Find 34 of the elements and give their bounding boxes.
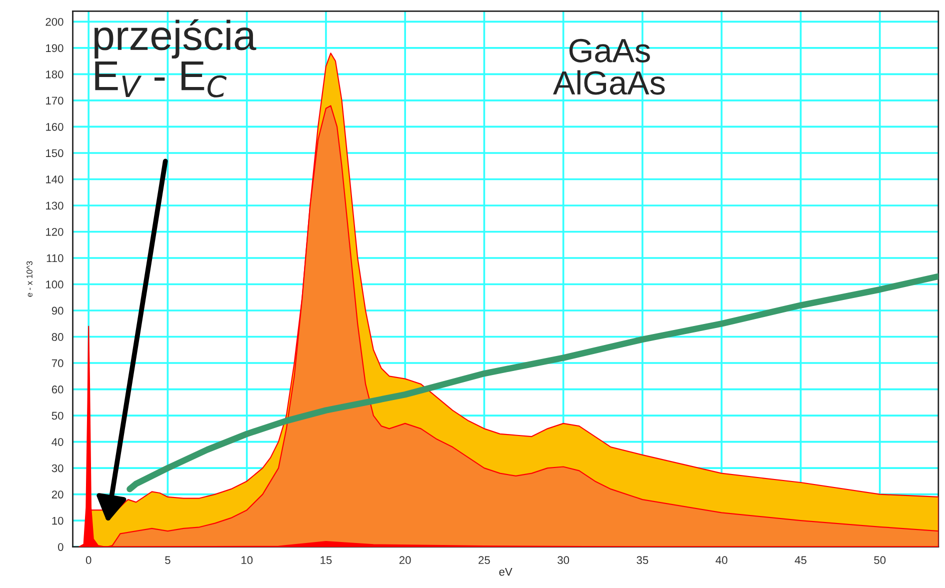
x-tick-label: 15 (320, 556, 332, 564)
y-tick-label: 80 (52, 333, 64, 341)
y-tick-label: 170 (46, 96, 64, 105)
y-tick-label: 0 (58, 543, 64, 551)
y-tick-label: 30 (52, 464, 64, 472)
y-tick-label: 190 (46, 44, 64, 52)
y-tick-label: 20 (52, 490, 64, 498)
y-tick-label: 120 (46, 228, 64, 236)
y-tick-label: 70 (52, 359, 64, 368)
y-tick-label: 100 (46, 280, 64, 288)
y-tick-label: 110 (46, 254, 64, 262)
x-tick-label: 25 (478, 556, 490, 564)
y-tick-label: 140 (46, 175, 64, 184)
y-tick-label: 160 (46, 122, 64, 131)
x-tick-label: 45 (794, 556, 806, 564)
y-tick-label: 60 (52, 386, 64, 394)
x-tick-label: 50 (874, 556, 886, 564)
x-axis-title: eV (499, 568, 512, 576)
y-tick-label: 10 (52, 516, 64, 525)
x-tick-label: 40 (716, 556, 728, 564)
y-axis-title: e - x 10^3 (26, 261, 32, 297)
x-tick-label: 10 (242, 556, 253, 564)
y-tick-label: 130 (46, 202, 64, 210)
y-tick-label: 180 (46, 70, 64, 78)
x-tick-label: 0 (86, 556, 92, 564)
y-tick-label: 40 (52, 438, 64, 446)
x-tick-label: 30 (558, 556, 570, 564)
y-tick-label: 150 (46, 149, 64, 158)
x-tick-label: 20 (399, 556, 411, 564)
x-tick-label: 5 (165, 556, 170, 564)
y-tick-label: 50 (52, 412, 64, 420)
x-tick-label: 35 (636, 556, 648, 564)
y-tick-label: 90 (52, 306, 64, 315)
y-tick-label: 200 (46, 18, 64, 26)
